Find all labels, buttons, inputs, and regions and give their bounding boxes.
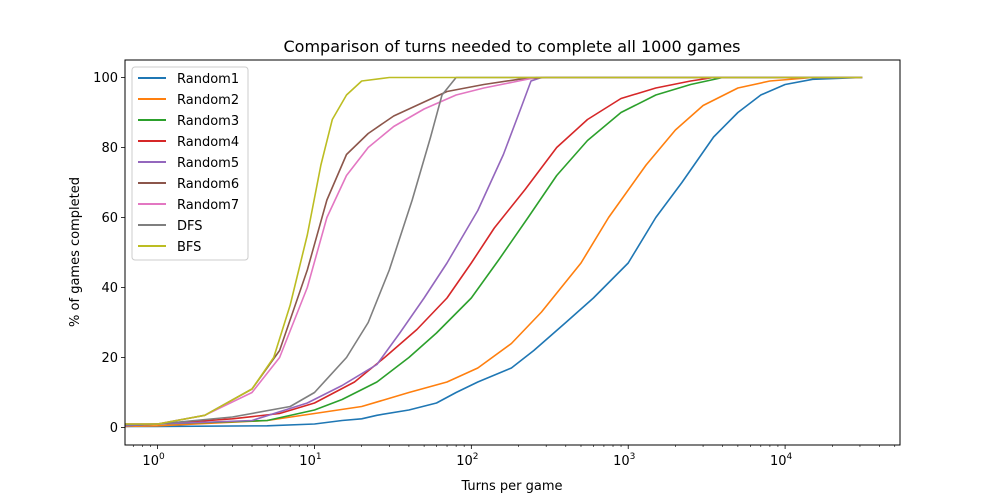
- x-tick-label: 102: [456, 452, 478, 469]
- series-line-dfs: [124, 76, 863, 426]
- x-tick-exponent: 2: [473, 452, 479, 462]
- x-tick-label: 103: [613, 452, 635, 469]
- y-tick-label: 0: [110, 421, 118, 436]
- series-line-random5: [124, 76, 863, 427]
- x-tick-exponent: 3: [630, 452, 636, 462]
- legend-box: [131, 66, 249, 261]
- y-axis: 0 20 40 60 80 100: [93, 71, 125, 436]
- x-axis-label: Turns per game: [460, 479, 562, 494]
- y-axis-label: % of games completed: [68, 177, 83, 327]
- series-line-random1: [125, 76, 863, 428]
- plot-frame: [124, 59, 901, 446]
- legend-label: Random1: [177, 72, 239, 87]
- y-tick-label: 60: [101, 211, 118, 226]
- x-tick-exponent: 0: [159, 452, 165, 462]
- series-line-random3: [124, 76, 863, 427]
- x-tick-label: 104: [770, 452, 793, 469]
- legend-label: DFS: [177, 219, 203, 234]
- x-axis: 100 101 102 103 104: [132, 445, 896, 469]
- series-line-random7: [125, 76, 863, 425]
- x-tick-label: 101: [299, 452, 321, 469]
- x-tick-exponent: 1: [316, 452, 322, 462]
- legend: Random1 Random2 Random3 Random4 Random5 Rando…: [131, 66, 249, 261]
- legend-label: Random3: [177, 114, 239, 129]
- legend-label: BFS: [177, 240, 201, 255]
- series-lines: [124, 76, 863, 428]
- series-line-random2: [124, 76, 863, 428]
- legend-label: Random6: [177, 177, 239, 192]
- y-tick-label: 40: [101, 281, 118, 296]
- legend-label: Random4: [177, 135, 239, 150]
- y-tick-label: 20: [101, 351, 118, 366]
- legend-label: Random2: [177, 93, 239, 108]
- y-tick-label: 100: [93, 71, 118, 86]
- y-tick-label: 80: [101, 141, 118, 156]
- x-tick-label: 100: [142, 452, 165, 469]
- x-tick-exponent: 4: [787, 452, 793, 462]
- legend-label: Random7: [177, 198, 239, 213]
- legend-label: Random5: [177, 156, 239, 171]
- series-line-bfs: [125, 76, 863, 425]
- chart-title: Comparison of turns needed to complete a…: [283, 37, 740, 56]
- series-line-random4: [124, 76, 863, 426]
